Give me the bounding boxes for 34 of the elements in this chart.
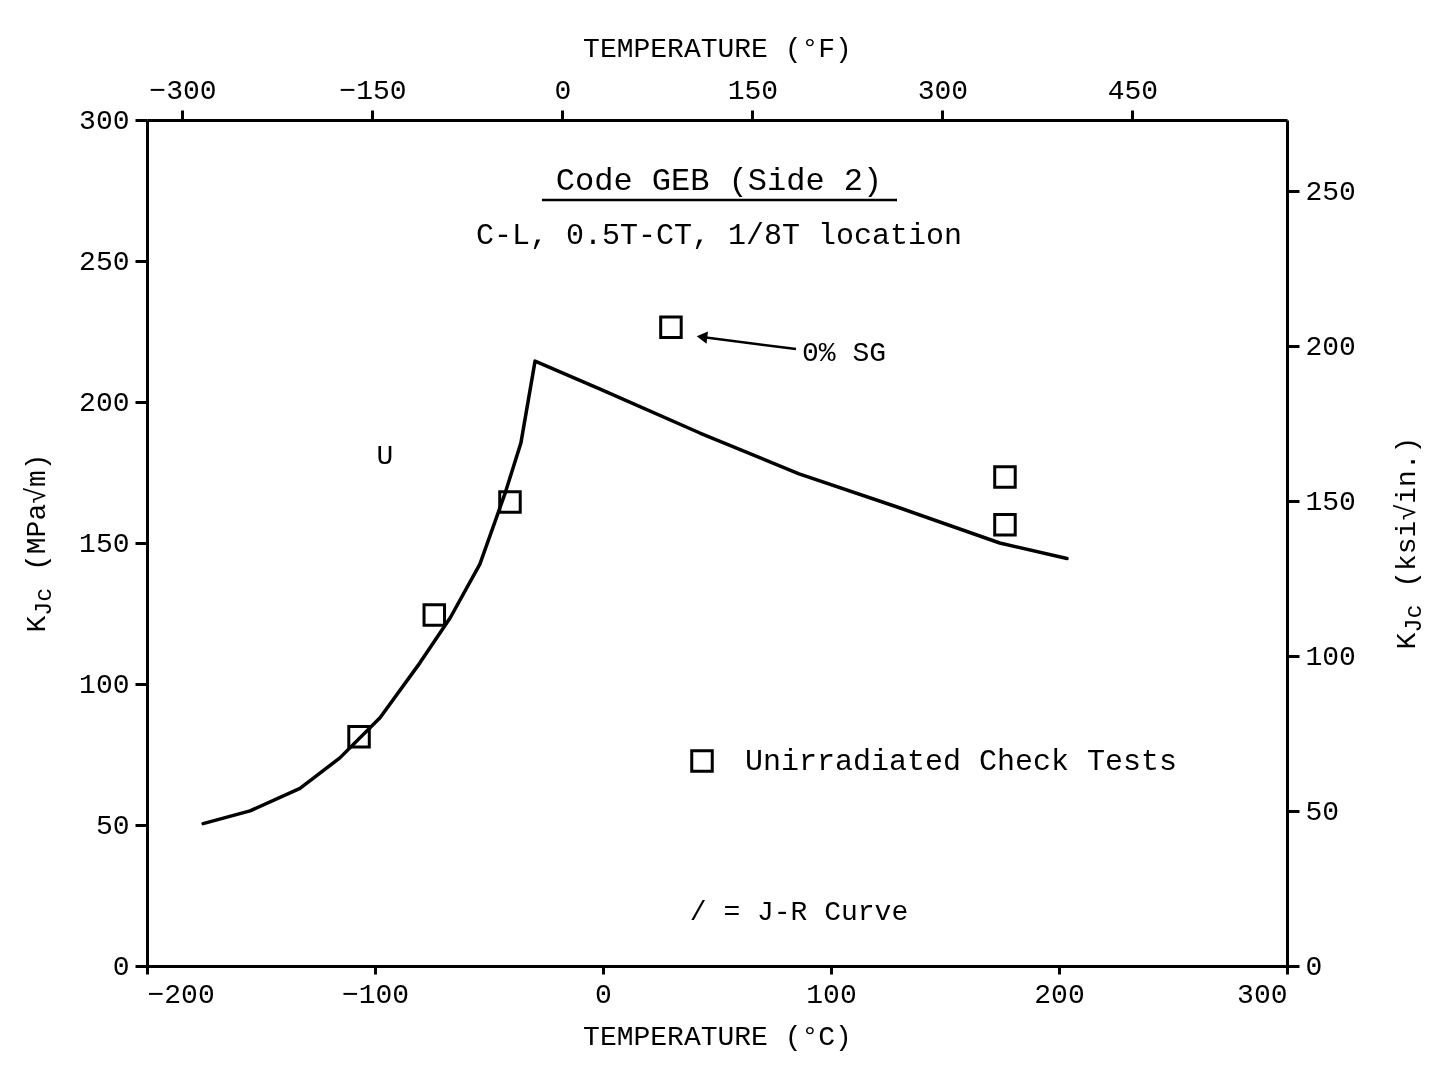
annotation: 0% SG <box>802 338 887 369</box>
text: C-L, 0.5T-CT, 1/8T location <box>475 219 963 253</box>
y2-tick-label: 100 <box>1305 641 1356 673</box>
x-tick-label: 0 <box>595 979 612 1011</box>
line-series <box>201 359 1069 826</box>
x2-tick-label: −300 <box>149 75 217 107</box>
x-axis-title: TEMPERATURE (°C) <box>583 1021 852 1053</box>
x-tick-label: −100 <box>341 979 410 1011</box>
y-tick-label: 100 <box>79 669 130 701</box>
x-tick-label: −200 <box>147 979 215 1011</box>
x2-axis-title: TEMPERATURE (°F) <box>583 33 852 65</box>
x-tick-label: 100 <box>806 979 857 1011</box>
text: Code GEB (Side 2) <box>555 163 883 200</box>
y2-tick-label: 150 <box>1305 486 1356 518</box>
y2-tick-label: 50 <box>1305 796 1340 828</box>
annotation: / = J-R Curve <box>689 897 909 928</box>
x2-tick-label: 450 <box>1107 75 1159 107</box>
x2-tick-label: 150 <box>727 75 779 107</box>
legend-label: Unirradiated Check Tests <box>745 745 1178 779</box>
x-tick-label: 300 <box>1237 979 1288 1011</box>
y2-tick-label: 0 <box>1305 951 1323 983</box>
annotation: U <box>376 441 394 472</box>
x2-tick-label: 300 <box>917 75 969 107</box>
x-tick-label: 200 <box>1034 979 1085 1011</box>
x2-tick-label: −150 <box>339 75 407 107</box>
y-tick-label: 200 <box>79 387 130 419</box>
y-tick-label: 50 <box>95 810 130 842</box>
y2-tick-label: 250 <box>1305 176 1356 208</box>
x2-tick-label: 0 <box>554 75 572 107</box>
y-tick-label: 150 <box>79 528 130 560</box>
y-tick-label: 250 <box>79 246 130 278</box>
y2-tick-label: 200 <box>1305 331 1356 363</box>
y-tick-label: 0 <box>112 951 130 983</box>
y-tick-label: 300 <box>79 105 130 137</box>
